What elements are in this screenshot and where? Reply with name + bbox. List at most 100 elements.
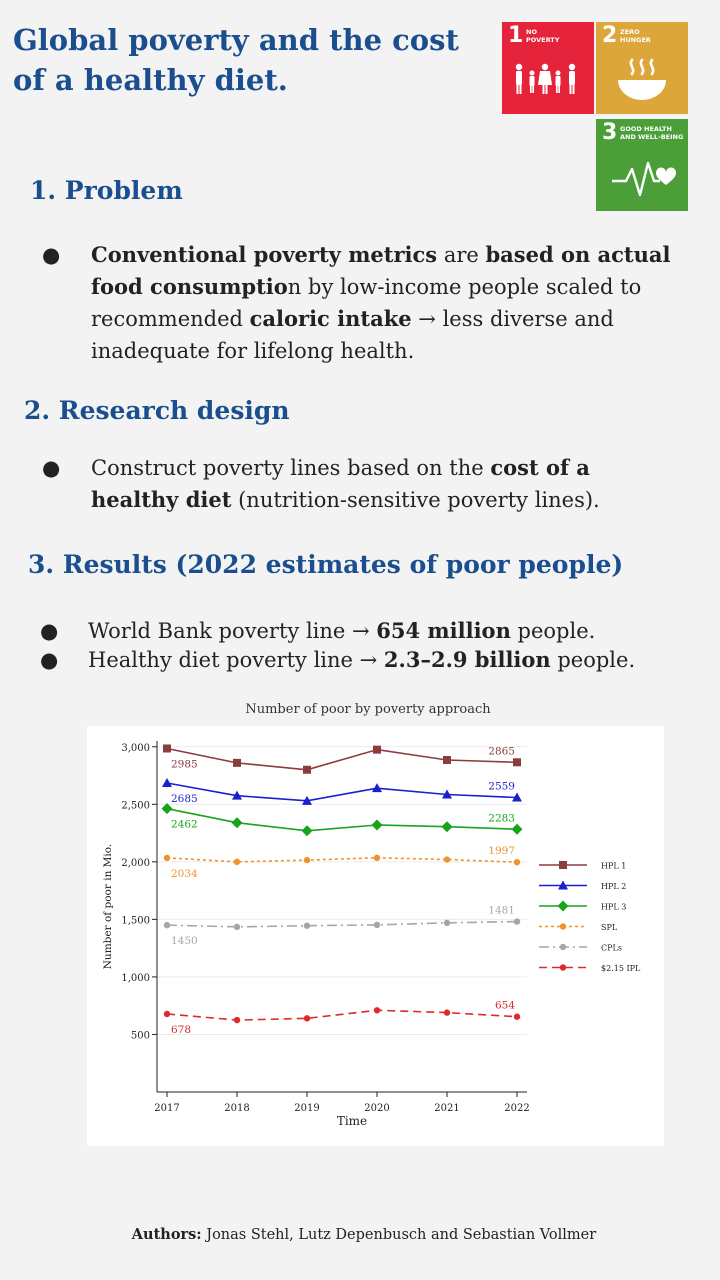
page-title: Global poverty and the cost of a healthy…	[13, 23, 459, 97]
x-tick-label: 2018	[224, 1103, 249, 1114]
data-point	[231, 817, 243, 829]
problem-bullet: ● Conventional poverty metrics are based…	[42, 239, 682, 367]
data-point	[443, 755, 451, 764]
legend-marker	[559, 943, 567, 951]
data-point	[303, 922, 311, 929]
data-label: 2462	[171, 819, 198, 831]
data-point	[163, 744, 171, 753]
legend-label: CPLs	[601, 944, 622, 953]
bullet-dot: ●	[42, 243, 61, 267]
bullet-dot: ●	[42, 456, 61, 480]
x-tick-label: 2021	[434, 1103, 459, 1114]
legend-marker	[558, 880, 568, 890]
bowl-icon	[618, 58, 666, 100]
data-point	[301, 825, 313, 837]
y-tick-label: 500	[131, 1030, 150, 1041]
result-bullet-healthy-diet: ● Healthy diet poverty line → 2.3–2.9 bi…	[40, 646, 700, 674]
data-point	[511, 823, 523, 835]
sdg-1-badge: 1 NO POVERTY	[502, 22, 594, 114]
series-line	[166, 1009, 518, 1021]
chart-container: 500 1,000 1,500 2,000 2,500 3,000 2017 2018 2019…	[87, 726, 664, 1146]
data-label: 1997	[488, 845, 515, 857]
legend-label: HPL 1	[601, 862, 626, 871]
data-point	[441, 821, 453, 833]
data-point	[162, 778, 172, 788]
data-label: 2685	[171, 793, 198, 805]
data-point	[233, 858, 241, 866]
section-heading-research-design: 2. Research design	[24, 396, 290, 425]
data-point	[443, 1009, 451, 1016]
data-point	[442, 789, 452, 799]
data-label: 2559	[488, 781, 515, 793]
series-line	[166, 857, 518, 863]
section-heading-problem: 1. Problem	[30, 176, 183, 205]
data-point	[513, 858, 521, 866]
data-point	[302, 795, 312, 805]
data-point	[512, 792, 522, 802]
y-tick-label: 2,500	[121, 800, 150, 811]
data-point	[443, 919, 451, 927]
sdg-2-badge: 2 ZERO HUNGER	[596, 22, 688, 114]
result-bullet-world-bank: ● World Bank poverty line → 654 million …	[40, 617, 700, 645]
y-tick-label: 3,000	[121, 743, 150, 754]
x-axis-label: Time	[337, 1114, 367, 1128]
data-label: 1481	[488, 905, 515, 917]
x-tick-label: 2020	[364, 1103, 389, 1114]
data-point	[371, 819, 383, 831]
line-chart: 500 1,000 1,500 2,000 2,500 3,000 2017 2018 2019…	[102, 741, 641, 1128]
sdg-label: ZERO HUNGER	[620, 28, 651, 44]
x-tick-label: 2017	[154, 1103, 179, 1114]
legend-marker	[559, 861, 567, 869]
legend-marker	[559, 964, 567, 971]
series-line	[166, 920, 518, 928]
legend-marker	[557, 900, 569, 912]
series-line	[166, 747, 518, 771]
data-point	[373, 921, 381, 929]
data-point	[513, 1013, 521, 1020]
data-point	[303, 856, 311, 864]
x-tick-label: 2022	[504, 1103, 529, 1114]
sdg-number: 2	[602, 23, 618, 48]
data-point	[513, 758, 521, 767]
data-label: 2034	[171, 868, 198, 880]
data-point	[232, 790, 242, 800]
authors-label: Authors:	[131, 1226, 202, 1243]
y-tick-label: 1,000	[121, 973, 150, 984]
legend-label: HPL 3	[601, 903, 626, 912]
data-point	[163, 921, 171, 929]
x-tick-label: 2019	[294, 1103, 319, 1114]
sdg-label: GOOD HEALTH AND WELL-BEING	[620, 125, 684, 141]
chart-caption: Number of poor by poverty approach	[245, 702, 491, 717]
authors-names: Jonas Stehl, Lutz Depenbusch and Sebasti…	[201, 1227, 597, 1243]
design-text: Construct poverty lines based on the cos…	[91, 455, 600, 512]
authors-line: Authors: Jonas Stehl, Lutz Depenbusch an…	[0, 1226, 720, 1243]
section-heading-results: 3. Results (2022 estimates of poor peopl…	[28, 550, 624, 579]
data-point	[303, 765, 311, 774]
data-label: 1450	[171, 935, 198, 947]
result-text: World Bank poverty line → 654 million pe…	[88, 618, 596, 643]
data-point	[373, 854, 381, 862]
family-icon	[515, 63, 576, 94]
data-point	[372, 783, 382, 793]
data-point	[373, 1007, 381, 1014]
data-label: 2283	[488, 812, 515, 824]
data-label: 654	[495, 1000, 515, 1012]
data-point	[233, 1016, 241, 1024]
data-point	[513, 918, 521, 925]
data-label: 2865	[488, 745, 515, 757]
data-point	[443, 856, 451, 863]
legend-marker	[559, 923, 567, 930]
data-point	[233, 758, 241, 767]
design-bullet: ● Construct poverty lines based on the c…	[42, 452, 682, 516]
sdg-number: 3	[602, 120, 618, 145]
data-point	[373, 745, 381, 754]
data-label: 2985	[171, 758, 198, 770]
heartbeat-icon	[612, 161, 677, 197]
data-point	[161, 803, 173, 815]
sdg-label: NO POVERTY	[526, 28, 560, 44]
y-tick-label: 1,500	[121, 915, 150, 926]
sdg-number: 1	[508, 23, 524, 48]
legend-label: HPL 2	[601, 882, 626, 891]
series-line	[166, 807, 518, 832]
data-point	[233, 923, 241, 931]
